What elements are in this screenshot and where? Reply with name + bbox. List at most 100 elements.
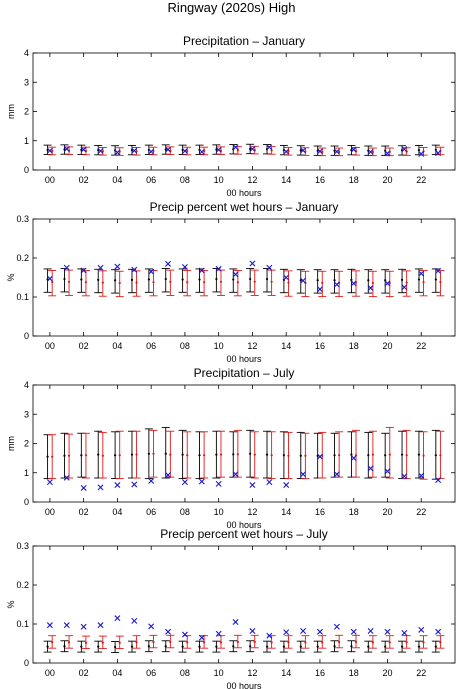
marker-stroke [316,286,323,293]
errorbar-center-dot [152,640,155,644]
errorbar-red [335,431,344,478]
observed-x-marker [333,148,340,155]
y-tick-label: 1 [24,136,29,146]
errorbar-black [111,431,120,480]
errorbar-red [149,270,158,297]
y-tick-label: 0.1 [16,292,29,302]
errorbar-red [216,146,225,155]
errorbar-center-dot [236,149,239,152]
marker-stroke [418,626,425,633]
errorbar-red [233,429,242,478]
errorbar-black [414,640,423,653]
errorbar-center-dot [282,454,285,457]
errorbar-black [229,640,238,653]
marker-stroke [148,477,155,484]
y-tick-label: 0 [24,497,29,507]
marker-stroke [367,148,374,155]
y-tick-label: 0.3 [16,541,29,551]
observed-x-marker [46,275,53,282]
x-tick-label: 14 [281,175,291,185]
errorbar-center-dot [249,277,252,281]
observed-x-marker [350,628,357,635]
errorbar-center-dot [84,281,88,284]
errorbar-center-dot [135,641,138,644]
errorbar-center-dot [51,149,54,153]
errorbar-black [364,269,373,294]
x-tick-label: 02 [79,668,89,678]
y-tick-label: 3 [24,77,29,87]
x-tick-label: 02 [79,341,89,351]
marker-stroke [350,146,357,153]
observed-x-marker [46,622,53,629]
marker-stroke [63,145,70,152]
errorbar-center-dot [270,149,273,152]
observed-x-marker [148,268,155,275]
errorbar-black [178,640,187,653]
y-tick-label: 0.3 [16,214,29,224]
x-tick-label: 22 [416,668,426,678]
marker-stroke [316,453,323,460]
errorbar-center-dot [434,148,437,151]
errorbar-black [60,432,69,479]
errorbar-center-dot [219,641,223,644]
errorbar-center-dot [405,454,408,457]
marker-stroke [97,264,104,271]
errorbar-black [347,640,356,653]
errorbar-black [313,269,322,294]
observed-x-marker [215,265,222,272]
errorbar-center-dot [101,281,104,284]
x-tick-label: 10 [214,507,224,517]
observed-x-marker [131,617,138,624]
marker-stroke [232,471,239,478]
errorbar-center-dot [417,149,421,152]
errorbar-black [313,640,322,653]
errorbar-red [335,634,344,649]
errorbar-black [364,640,373,653]
errorbar-center-dot [164,277,167,281]
errorbar-red [81,432,90,479]
errorbar-black [111,641,120,653]
errorbar-red [65,433,74,479]
observed-x-marker [418,150,425,157]
errorbar-black [229,431,238,478]
errorbar-center-dot [147,278,150,281]
errorbar-black [127,268,136,294]
errorbar-red [48,635,57,649]
observed-x-marker [80,267,87,274]
observed-x-marker [249,260,256,267]
errorbar-center-dot [84,641,88,644]
errorbar-red [149,429,158,478]
errorbar-center-dot [130,645,134,648]
marker-stroke [114,149,121,156]
x-axis-label: 00 hours [226,354,262,364]
errorbar-center-dot [400,645,404,648]
errorbar-center-dot [232,645,235,648]
errorbar-center-dot [152,281,155,284]
marker-stroke [300,277,307,284]
errorbar-red [352,429,361,478]
marker-stroke [316,148,323,155]
errorbar-black [246,640,255,653]
observed-x-marker [181,263,188,270]
observed-x-marker [300,628,307,635]
marker-stroke [316,628,323,635]
errorbar-center-dot [400,453,404,456]
chart-title: Precip percent wet hours – January [150,200,339,214]
observed-x-marker [63,622,70,629]
chart-title: Precipitation – July [194,366,295,380]
observed-x-marker [300,147,307,154]
errorbar-black [94,640,103,653]
errorbar-center-dot [253,453,256,456]
errorbar-center-dot [350,453,353,456]
errorbar-center-dot [135,281,138,284]
observed-x-marker [215,480,222,487]
errorbar-center-dot [186,641,189,644]
errorbar-red [402,635,411,649]
errorbar-center-dot [101,150,104,153]
marker-stroke [367,465,374,472]
observed-x-marker [316,286,323,293]
y-tick-label: 0 [24,658,29,668]
x-tick-label: 12 [247,668,257,678]
